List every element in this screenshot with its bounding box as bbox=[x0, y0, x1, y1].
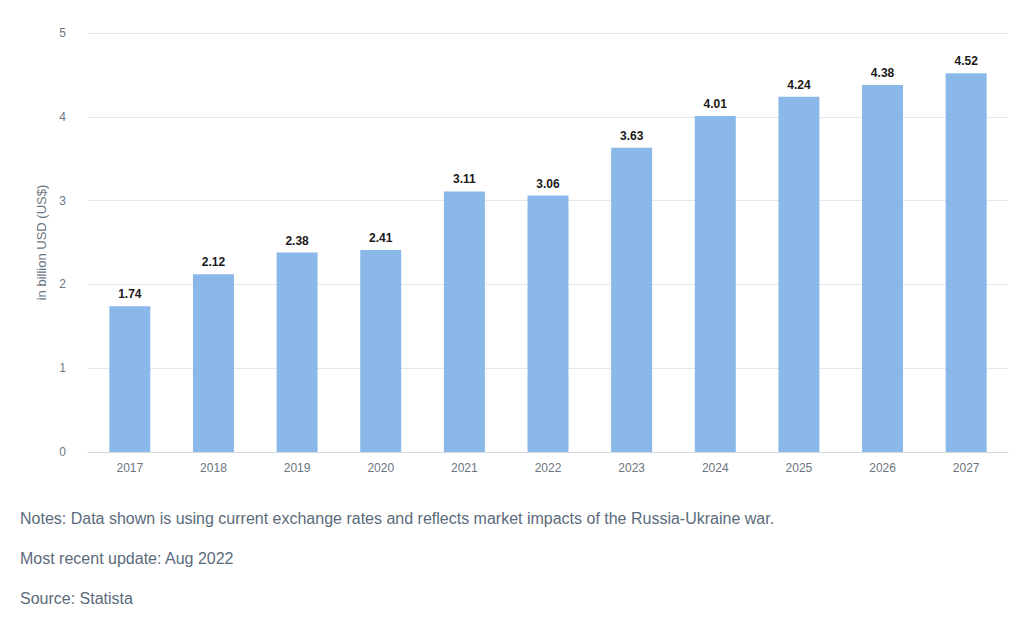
svg-text:4.38: 4.38 bbox=[871, 66, 895, 80]
svg-text:Notes: Data shown is using cur: Notes: Data shown is using current excha… bbox=[20, 510, 774, 527]
svg-text:3.63: 3.63 bbox=[620, 129, 644, 143]
svg-text:2.12: 2.12 bbox=[202, 255, 226, 269]
svg-text:2.41: 2.41 bbox=[369, 231, 393, 245]
svg-text:0: 0 bbox=[59, 445, 66, 459]
svg-text:2018: 2018 bbox=[200, 461, 227, 475]
svg-text:1: 1 bbox=[59, 361, 66, 375]
svg-text:2020: 2020 bbox=[367, 461, 394, 475]
svg-text:5: 5 bbox=[59, 26, 66, 40]
svg-text:3: 3 bbox=[59, 194, 66, 208]
svg-text:Most recent update: Aug 2022: Most recent update: Aug 2022 bbox=[20, 550, 234, 567]
svg-text:2023: 2023 bbox=[618, 461, 645, 475]
svg-text:2.38: 2.38 bbox=[285, 234, 309, 248]
svg-text:2024: 2024 bbox=[702, 461, 729, 475]
svg-text:4: 4 bbox=[59, 110, 66, 124]
svg-text:in billion USD (US$): in billion USD (US$) bbox=[34, 185, 49, 301]
svg-text:2025: 2025 bbox=[786, 461, 813, 475]
svg-text:2019: 2019 bbox=[284, 461, 311, 475]
svg-text:4.01: 4.01 bbox=[704, 97, 728, 111]
svg-text:2021: 2021 bbox=[451, 461, 478, 475]
svg-text:3.11: 3.11 bbox=[453, 172, 476, 186]
svg-text:3.06: 3.06 bbox=[536, 177, 560, 191]
svg-text:2017: 2017 bbox=[116, 461, 143, 475]
svg-text:2022: 2022 bbox=[535, 461, 562, 475]
svg-text:1.74: 1.74 bbox=[118, 287, 142, 301]
svg-text:4.24: 4.24 bbox=[787, 78, 811, 92]
svg-text:4.52: 4.52 bbox=[955, 54, 979, 68]
svg-text:2027: 2027 bbox=[953, 461, 980, 475]
svg-text:2026: 2026 bbox=[869, 461, 896, 475]
svg-text:2: 2 bbox=[59, 277, 66, 291]
svg-text:Source: Statista: Source: Statista bbox=[20, 590, 133, 607]
